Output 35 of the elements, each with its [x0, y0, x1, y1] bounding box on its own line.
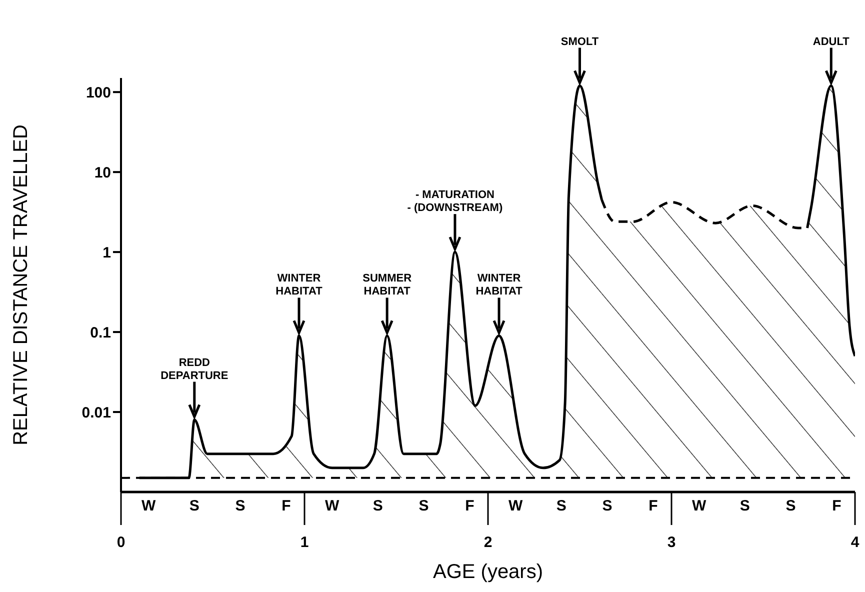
x-tick-label: 2 — [484, 534, 492, 551]
text: W — [508, 498, 524, 515]
text: F — [648, 498, 658, 515]
text: S — [235, 498, 246, 515]
x-tick-label: 4 — [850, 534, 860, 551]
text: S — [418, 498, 429, 515]
x-axis-title: AGE (years) — [432, 561, 544, 583]
annotation: REDD DEPARTURE — [160, 356, 228, 382]
annotation: SUMMER HABITAT — [362, 272, 412, 298]
y-axis-title: RELATIVE DISTANCE TRAVELLED — [10, 124, 32, 446]
annotation: SMOLT — [560, 36, 599, 48]
text: S — [556, 498, 566, 515]
text: S — [602, 498, 612, 515]
annotation: ADULT — [812, 36, 850, 48]
x-tick-label: 0 — [116, 534, 126, 551]
text: W — [692, 498, 707, 515]
text: S — [786, 498, 796, 515]
text: S — [372, 498, 383, 515]
text: F — [282, 498, 291, 515]
text: S — [740, 498, 750, 515]
y-tick-label: 0.01 — [82, 404, 111, 422]
annotation: WINTER HABITAT — [276, 272, 323, 298]
annotation: WINTER HABITAT — [476, 272, 523, 298]
y-tick-label: 1 — [102, 244, 111, 262]
text: F — [832, 498, 842, 515]
text: S — [189, 498, 200, 515]
y-tick-label: 10 — [94, 164, 111, 182]
text: F — [465, 498, 474, 515]
x-tick-label: 1 — [300, 534, 309, 551]
y-tick-label: 0.1 — [90, 324, 111, 342]
text: W — [141, 498, 156, 515]
annotation: - MATURATION - (DOWNSTREAM) — [407, 189, 503, 214]
y-tick-label: 100 — [86, 84, 111, 102]
x-tick-label: 3 — [667, 534, 676, 551]
text: W — [324, 498, 340, 515]
